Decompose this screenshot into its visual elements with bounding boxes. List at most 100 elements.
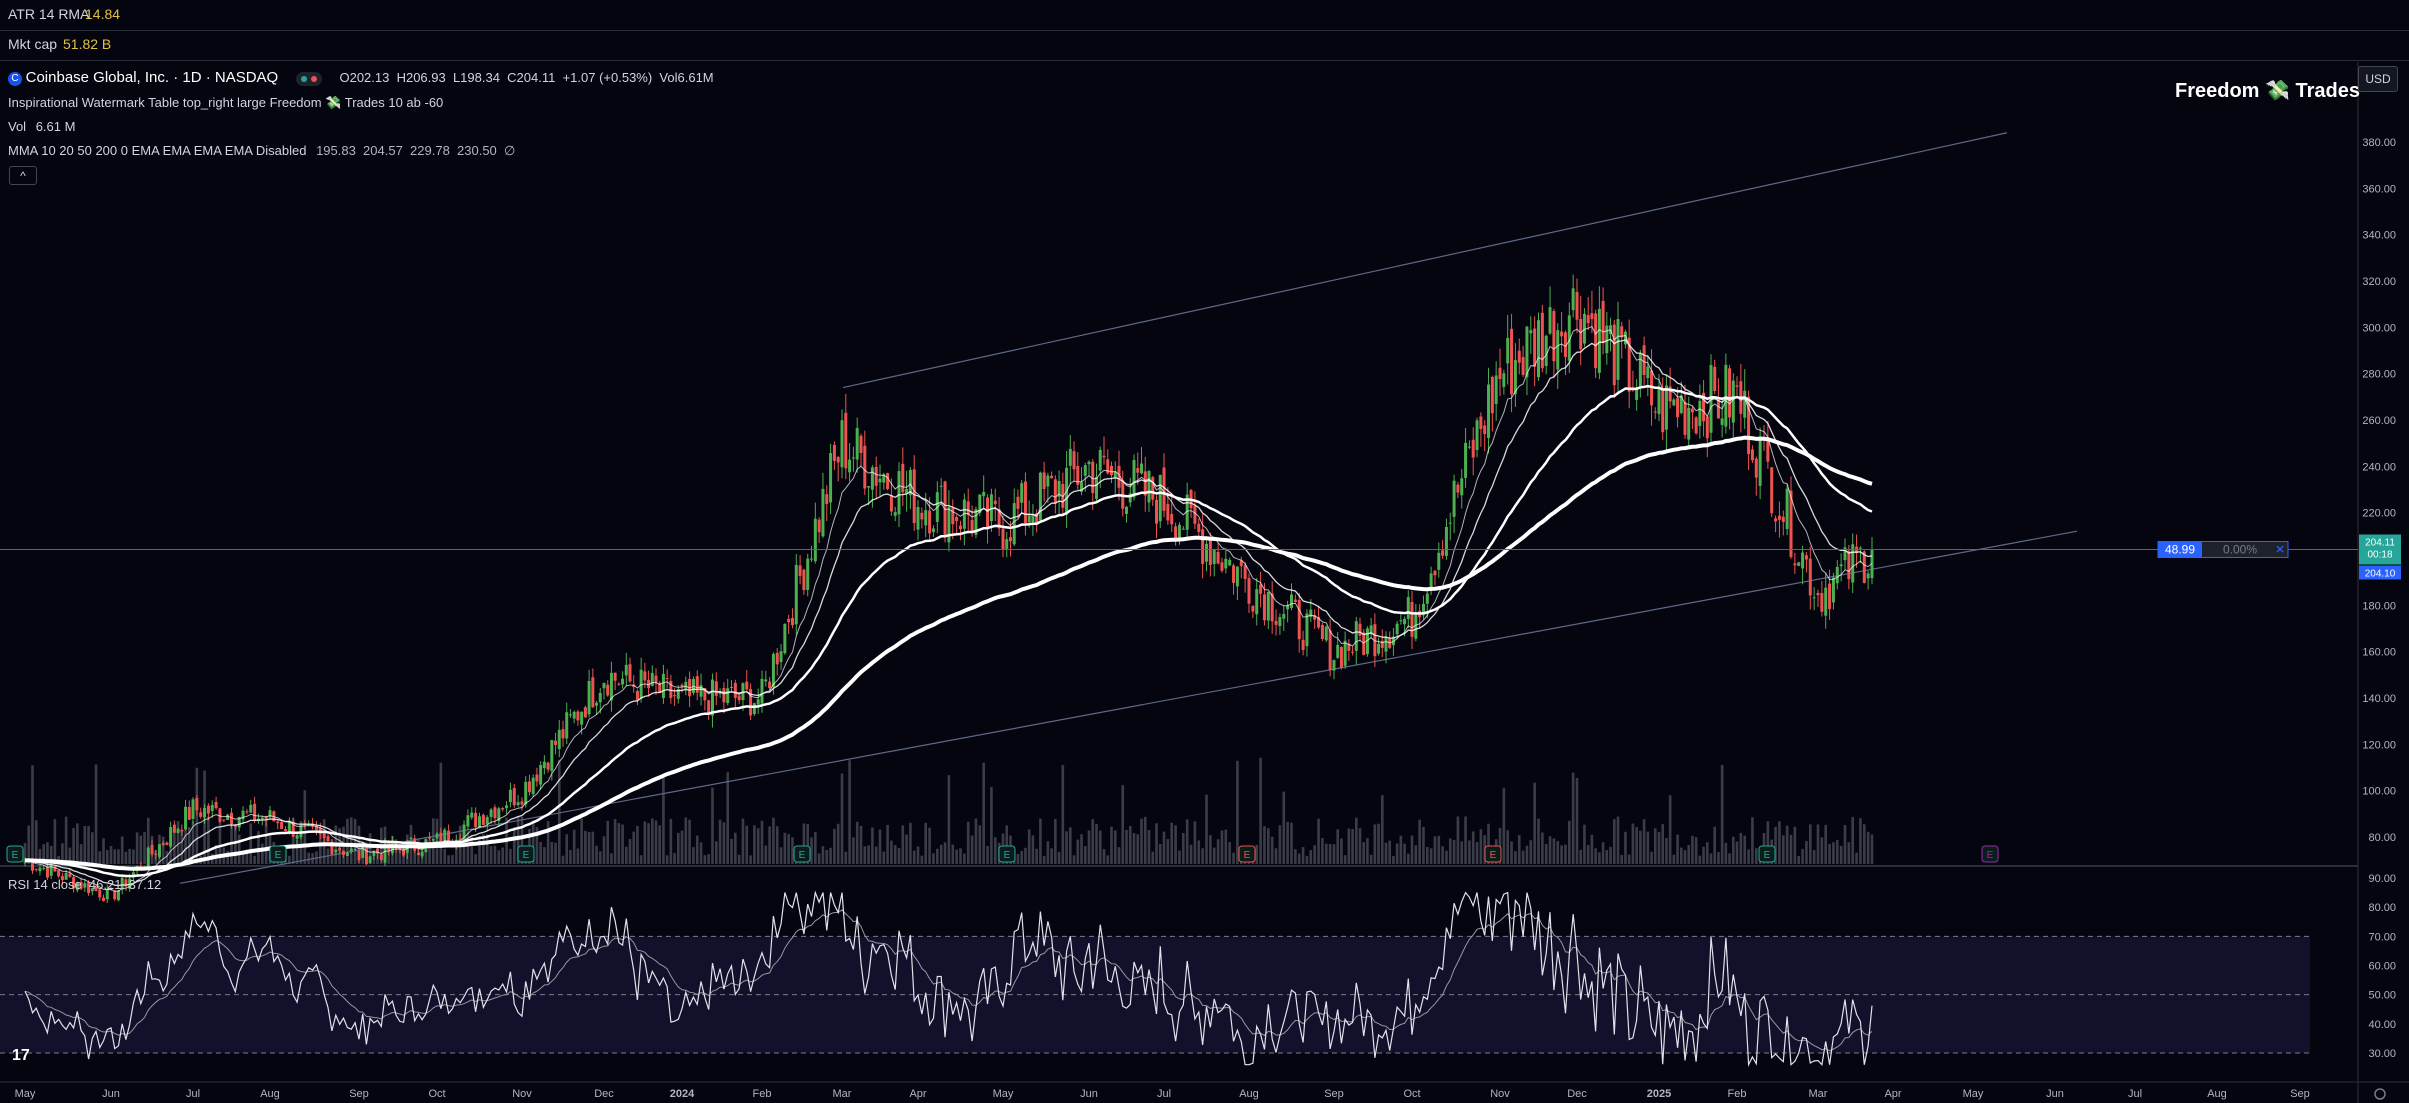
candle-body: [1031, 515, 1035, 523]
volume-bar: [214, 844, 218, 864]
candle-body: [379, 854, 383, 860]
candle-body: [1866, 573, 1870, 579]
candle-body: [813, 518, 817, 562]
time-axis-label: Jul: [186, 1088, 200, 1100]
collapse-legend-button[interactable]: ^: [9, 166, 37, 185]
candle-body: [867, 486, 871, 488]
volume-bar: [1801, 848, 1804, 864]
mktcap-value: 51.82 B: [63, 36, 112, 52]
volume-bar: [1290, 822, 1293, 864]
candle-body: [75, 882, 79, 891]
currency-selector[interactable]: USD: [2358, 66, 2398, 92]
candle-body: [1317, 616, 1321, 628]
candle-body: [1324, 626, 1328, 641]
candle-body: [524, 781, 528, 805]
candle-body: [602, 683, 606, 689]
volume-bar: [1676, 834, 1679, 864]
earnings-marker[interactable]: E: [517, 845, 535, 863]
candle-body: [349, 848, 353, 852]
time-axis-label: Apr: [1884, 1088, 1901, 1100]
watermark-indicator-legend[interactable]: Inspirational Watermark Table top_right …: [8, 95, 443, 111]
candle-body: [1843, 547, 1847, 561]
volume-bar: [1691, 835, 1694, 864]
candle-body: [676, 688, 680, 699]
candle-body: [1262, 594, 1266, 621]
candle-body: [722, 688, 726, 703]
volume-bar: [654, 820, 658, 864]
volume-bar: [636, 825, 639, 864]
volume-bar: [772, 817, 775, 864]
candle-body: [276, 821, 280, 824]
rsi-legend[interactable]: RSI 14 close 46.21 37.12: [8, 877, 161, 892]
volume-legend[interactable]: Vol 6.61 M: [8, 119, 75, 134]
candle-body: [330, 841, 334, 855]
volume-bar: [72, 827, 75, 864]
candle-body: [920, 512, 924, 520]
candle-body: [1785, 488, 1789, 529]
candle-body: [1758, 436, 1762, 486]
volume-bar: [319, 830, 322, 864]
candle-body: [886, 473, 890, 489]
candle-body: [639, 669, 643, 699]
earnings-marker[interactable]: E: [1981, 845, 1999, 863]
volume-bar: [993, 837, 997, 864]
candle-body: [1483, 425, 1487, 435]
candle-body: [966, 501, 970, 516]
volume-bar: [1855, 852, 1858, 864]
earnings-marker[interactable]: E: [1238, 845, 1256, 863]
volume-bar: [1502, 787, 1506, 864]
price-axis-label: 120.00: [2362, 739, 2396, 751]
candle-body: [726, 688, 730, 704]
earnings-marker[interactable]: E: [998, 845, 1016, 863]
candle-body: [993, 500, 997, 504]
earnings-marker[interactable]: E: [6, 845, 24, 863]
volume-bar: [1321, 838, 1324, 864]
earnings-marker[interactable]: E: [1484, 845, 1502, 863]
earnings-marker[interactable]: E: [793, 845, 811, 863]
settings-gear-icon[interactable]: [2374, 1088, 2386, 1100]
rsi-axis-label: 60.00: [2368, 961, 2396, 973]
candle-body: [1540, 312, 1544, 369]
symbol-legend[interactable]: C Coinbase Global, Inc. · 1D · NASDAQ O2…: [8, 69, 714, 86]
volume-bar: [1437, 835, 1441, 864]
candle-body: [161, 843, 165, 845]
volume-bar: [161, 836, 165, 864]
candle-body: [169, 827, 173, 847]
candle-body: [1858, 547, 1862, 549]
earnings-marker[interactable]: E: [1758, 845, 1776, 863]
hline-close-icon[interactable]: ✕: [2275, 543, 2285, 557]
candle-body: [280, 821, 284, 829]
price-axis-label: 160.00: [2362, 647, 2396, 659]
candle-body: [68, 873, 72, 877]
candle-body: [1653, 411, 1657, 413]
volume-bar: [576, 848, 580, 864]
volume-bar: [42, 844, 45, 864]
candle-body: [832, 444, 836, 461]
candle-body: [195, 797, 199, 811]
volume-bar: [428, 839, 431, 864]
candle-body: [1201, 529, 1205, 564]
volume-bar: [1185, 819, 1189, 864]
candle-body: [1464, 442, 1468, 478]
candle-body: [947, 507, 951, 543]
candle-body: [874, 466, 878, 486]
volume-bar: [1301, 847, 1305, 864]
candle-body: [1399, 620, 1403, 622]
mma-legend[interactable]: MMA 10 20 50 200 0 EMA EMA EMA EMA Disab…: [8, 143, 515, 159]
volume-bar: [184, 825, 187, 864]
candle-body: [1098, 449, 1102, 471]
volume-bar: [1426, 846, 1429, 864]
volume-bar: [1847, 842, 1851, 864]
candle-body: [1672, 399, 1676, 406]
volume-bar: [531, 820, 535, 864]
volume-bar: [1259, 757, 1262, 864]
price-axis-label: 260.00: [2362, 415, 2396, 427]
candle-body: [794, 564, 798, 625]
candles: [23, 274, 1874, 904]
candle-body: [1391, 636, 1395, 646]
candle-body: [1232, 565, 1236, 583]
earnings-marker[interactable]: E: [269, 845, 287, 863]
volume-bar: [1050, 848, 1053, 864]
